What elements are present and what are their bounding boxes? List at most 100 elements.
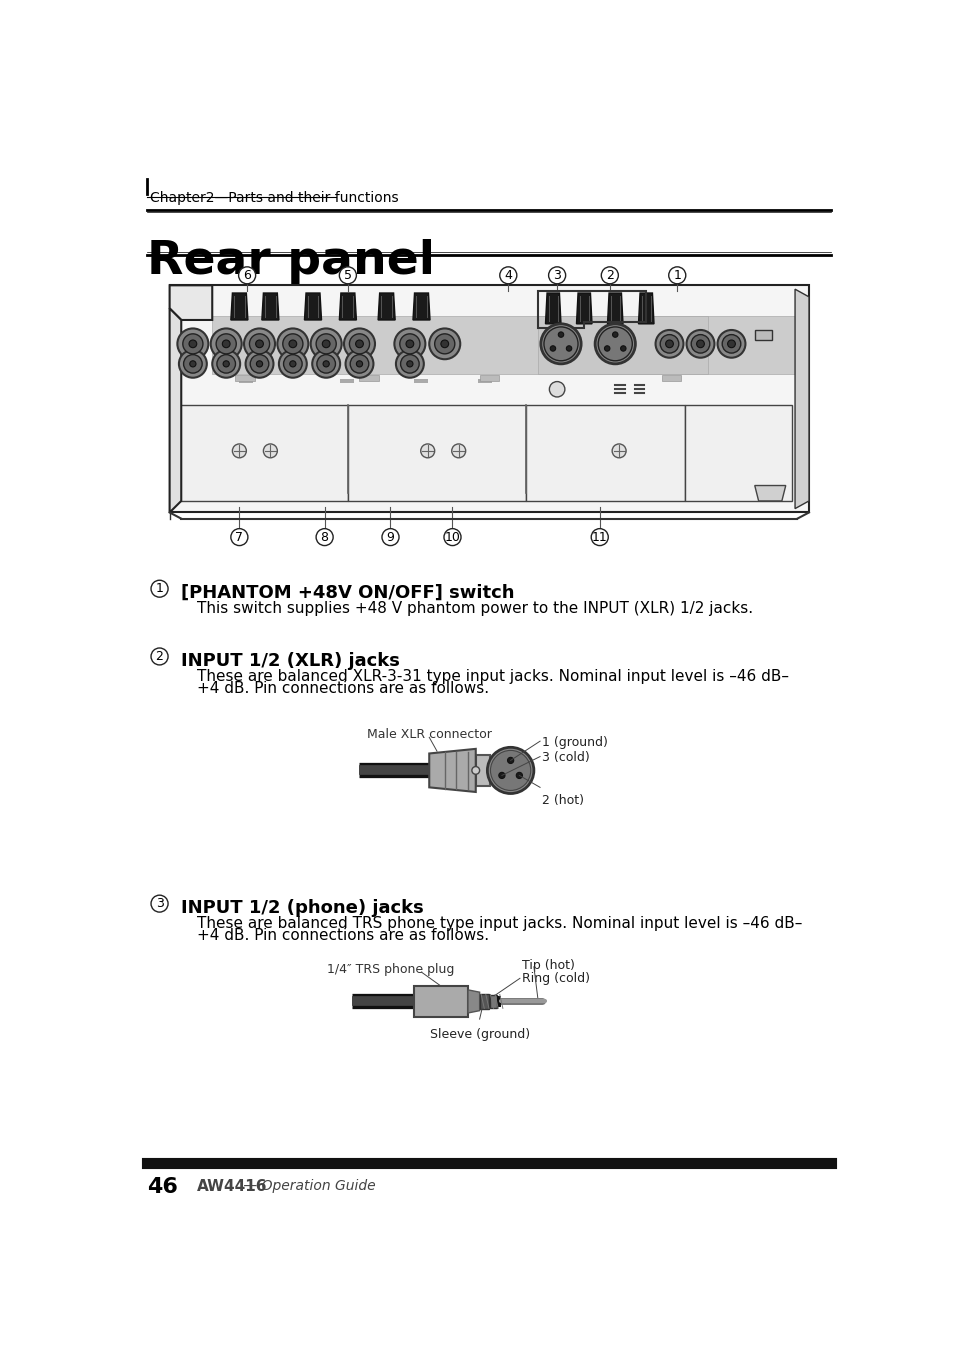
Bar	[490, 996, 497, 1008]
Circle shape	[244, 328, 274, 359]
Circle shape	[316, 354, 335, 373]
Circle shape	[406, 340, 414, 347]
Circle shape	[216, 334, 236, 354]
Text: INPUT 1/2 (phone) jacks: INPUT 1/2 (phone) jacks	[181, 898, 423, 917]
Circle shape	[620, 346, 625, 351]
Circle shape	[289, 340, 296, 347]
Circle shape	[315, 334, 335, 354]
Polygon shape	[754, 485, 785, 501]
Bar	[212, 316, 794, 374]
Circle shape	[345, 350, 373, 378]
Circle shape	[151, 896, 168, 912]
Circle shape	[189, 340, 196, 347]
Text: 9: 9	[386, 531, 394, 543]
Circle shape	[696, 340, 703, 347]
Bar	[477, 380, 492, 384]
Text: INPUT 1/2 (XLR) jacks: INPUT 1/2 (XLR) jacks	[181, 651, 399, 670]
Text: Ring (cold): Ring (cold)	[521, 973, 590, 985]
Circle shape	[604, 346, 609, 351]
Circle shape	[612, 444, 625, 458]
Text: This switch supplies +48 V phantom power to the INPUT (XLR) 1/2 jacks.: This switch supplies +48 V phantom power…	[196, 601, 752, 616]
Circle shape	[394, 328, 425, 359]
Polygon shape	[339, 293, 356, 320]
Polygon shape	[576, 293, 592, 324]
Circle shape	[558, 332, 563, 338]
Circle shape	[400, 354, 418, 373]
Text: 5: 5	[343, 269, 352, 282]
Text: 1/4″ TRS phone plug: 1/4″ TRS phone plug	[327, 963, 454, 975]
Bar	[537, 316, 707, 374]
Text: Male XLR connector: Male XLR connector	[366, 728, 491, 742]
Text: [PHANTOM +48V ON/OFF] switch: [PHANTOM +48V ON/OFF] switch	[181, 584, 515, 603]
Circle shape	[249, 334, 270, 354]
Bar	[661, 374, 680, 381]
Circle shape	[395, 350, 423, 378]
Text: 4: 4	[504, 269, 512, 282]
Circle shape	[282, 334, 303, 354]
Circle shape	[350, 354, 369, 373]
Bar	[359, 374, 378, 381]
Circle shape	[665, 340, 673, 347]
Circle shape	[233, 444, 246, 458]
Circle shape	[487, 747, 534, 793]
Circle shape	[339, 267, 356, 284]
Circle shape	[595, 324, 635, 363]
Circle shape	[263, 444, 277, 458]
Circle shape	[443, 528, 460, 546]
Circle shape	[550, 346, 555, 351]
Circle shape	[691, 335, 709, 353]
Circle shape	[548, 267, 565, 284]
Circle shape	[499, 267, 517, 284]
Circle shape	[440, 340, 448, 347]
Text: Tip (hot): Tip (hot)	[521, 959, 575, 973]
Text: +4 dB. Pin connections are as follows.: +4 dB. Pin connections are as follows.	[196, 681, 488, 696]
Text: 8: 8	[320, 531, 328, 543]
Circle shape	[256, 361, 262, 367]
Text: 2: 2	[155, 650, 163, 663]
Polygon shape	[545, 293, 560, 324]
Text: 1 (ground): 1 (ground)	[541, 736, 607, 748]
Circle shape	[540, 324, 580, 363]
Circle shape	[566, 346, 571, 351]
Polygon shape	[794, 289, 808, 508]
Text: 3 (cold): 3 (cold)	[541, 751, 589, 765]
Circle shape	[452, 444, 465, 458]
Circle shape	[151, 648, 168, 665]
Bar	[684, 405, 791, 501]
Circle shape	[472, 766, 479, 774]
Bar	[754, 330, 771, 340]
Circle shape	[344, 328, 375, 359]
Circle shape	[245, 350, 274, 378]
Circle shape	[717, 330, 744, 358]
Circle shape	[399, 334, 419, 354]
Circle shape	[543, 327, 578, 361]
Text: 6: 6	[243, 269, 251, 282]
Circle shape	[659, 335, 679, 353]
Bar	[414, 380, 427, 384]
Polygon shape	[170, 308, 181, 512]
Polygon shape	[377, 293, 395, 320]
Circle shape	[250, 354, 269, 373]
Circle shape	[322, 340, 330, 347]
Circle shape	[490, 750, 530, 790]
Circle shape	[183, 354, 202, 373]
Circle shape	[686, 330, 714, 358]
Text: 10: 10	[444, 531, 460, 543]
Polygon shape	[607, 293, 622, 324]
Text: 11: 11	[591, 531, 607, 543]
Circle shape	[406, 361, 413, 367]
Circle shape	[323, 361, 329, 367]
Text: 3: 3	[155, 897, 163, 911]
Polygon shape	[638, 293, 654, 324]
Text: 46: 46	[147, 1177, 178, 1197]
Polygon shape	[261, 293, 278, 320]
Text: Chapter2—Parts and their functions: Chapter2—Parts and their functions	[150, 190, 398, 204]
Circle shape	[311, 328, 341, 359]
Circle shape	[435, 334, 455, 354]
Circle shape	[612, 332, 618, 338]
Circle shape	[429, 328, 459, 359]
Circle shape	[668, 267, 685, 284]
Circle shape	[216, 354, 235, 373]
Circle shape	[177, 328, 208, 359]
Text: 3: 3	[553, 269, 560, 282]
